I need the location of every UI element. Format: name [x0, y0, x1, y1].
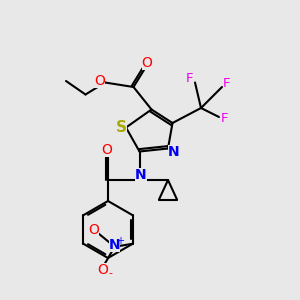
Text: F: F — [186, 72, 194, 86]
Text: -: - — [108, 268, 112, 278]
Text: O: O — [142, 56, 152, 70]
Text: O: O — [94, 74, 105, 88]
Text: O: O — [101, 143, 112, 157]
Text: F: F — [221, 112, 229, 125]
Text: N: N — [109, 238, 121, 252]
Text: +: + — [116, 236, 124, 246]
Text: O: O — [97, 263, 108, 277]
Text: F: F — [223, 77, 230, 90]
Text: S: S — [116, 120, 127, 135]
Text: N: N — [168, 145, 179, 158]
Text: O: O — [88, 223, 99, 237]
Text: N: N — [135, 168, 147, 182]
